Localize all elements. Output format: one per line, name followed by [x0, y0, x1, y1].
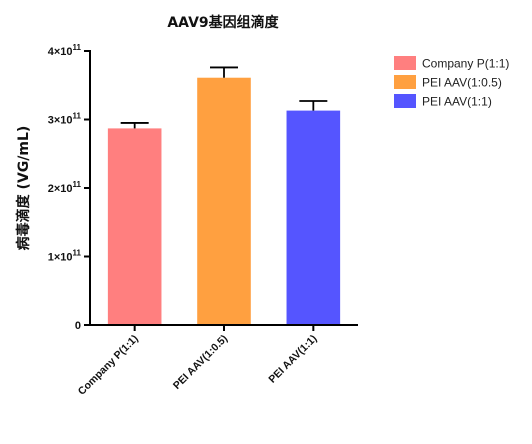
x-tick-label: PEI AAV(1:1)	[266, 333, 319, 386]
y-tick-label: 2×1011	[48, 180, 82, 195]
y-tick-mantissa: 1×10	[48, 252, 73, 264]
y-tick-exponent: 11	[73, 43, 82, 52]
bar	[197, 77, 251, 325]
bars	[107, 77, 341, 325]
error-bars	[120, 66, 328, 129]
x-axis-ticks: Company P(1:1) PEI AAV(1:0.5) PEI AAV(1:1)	[76, 325, 319, 398]
bar	[107, 128, 162, 325]
y-tick-mantissa: 4×10	[48, 46, 73, 58]
y-axis-label: 病毒滴度 (VG/mL)	[15, 126, 32, 251]
legend: Company P(1:1) PEI AAV(1:0.5) PEI AAV(1:1)	[394, 56, 509, 109]
chart-title: AAV9基因组滴度	[167, 14, 279, 31]
legend-swatch	[394, 94, 416, 108]
y-tick-mantissa: 0	[75, 320, 81, 332]
legend-label: Company P(1:1)	[422, 57, 509, 71]
y-tick-exponent: 11	[73, 180, 82, 189]
y-tick-label: 1×1011	[48, 249, 82, 264]
y-tick-label: 4×1011	[48, 43, 82, 58]
legend-swatch	[394, 75, 416, 89]
y-tick-label: 3×1011	[48, 112, 82, 127]
y-tick-mantissa: 3×10	[48, 115, 73, 127]
y-tick-label: 0	[75, 320, 81, 332]
x-tick-label: Company P(1:1)	[76, 333, 141, 398]
legend-label: PEI AAV(1:0.5)	[422, 76, 502, 90]
legend-swatch	[394, 56, 416, 70]
x-tick-label: PEI AAV(1:0.5)	[171, 333, 230, 392]
y-tick-exponent: 11	[73, 112, 82, 121]
y-tick-exponent: 11	[73, 249, 82, 258]
y-tick-mantissa: 2×10	[48, 183, 73, 195]
legend-label: PEI AAV(1:1)	[422, 95, 492, 109]
bar	[286, 110, 341, 325]
